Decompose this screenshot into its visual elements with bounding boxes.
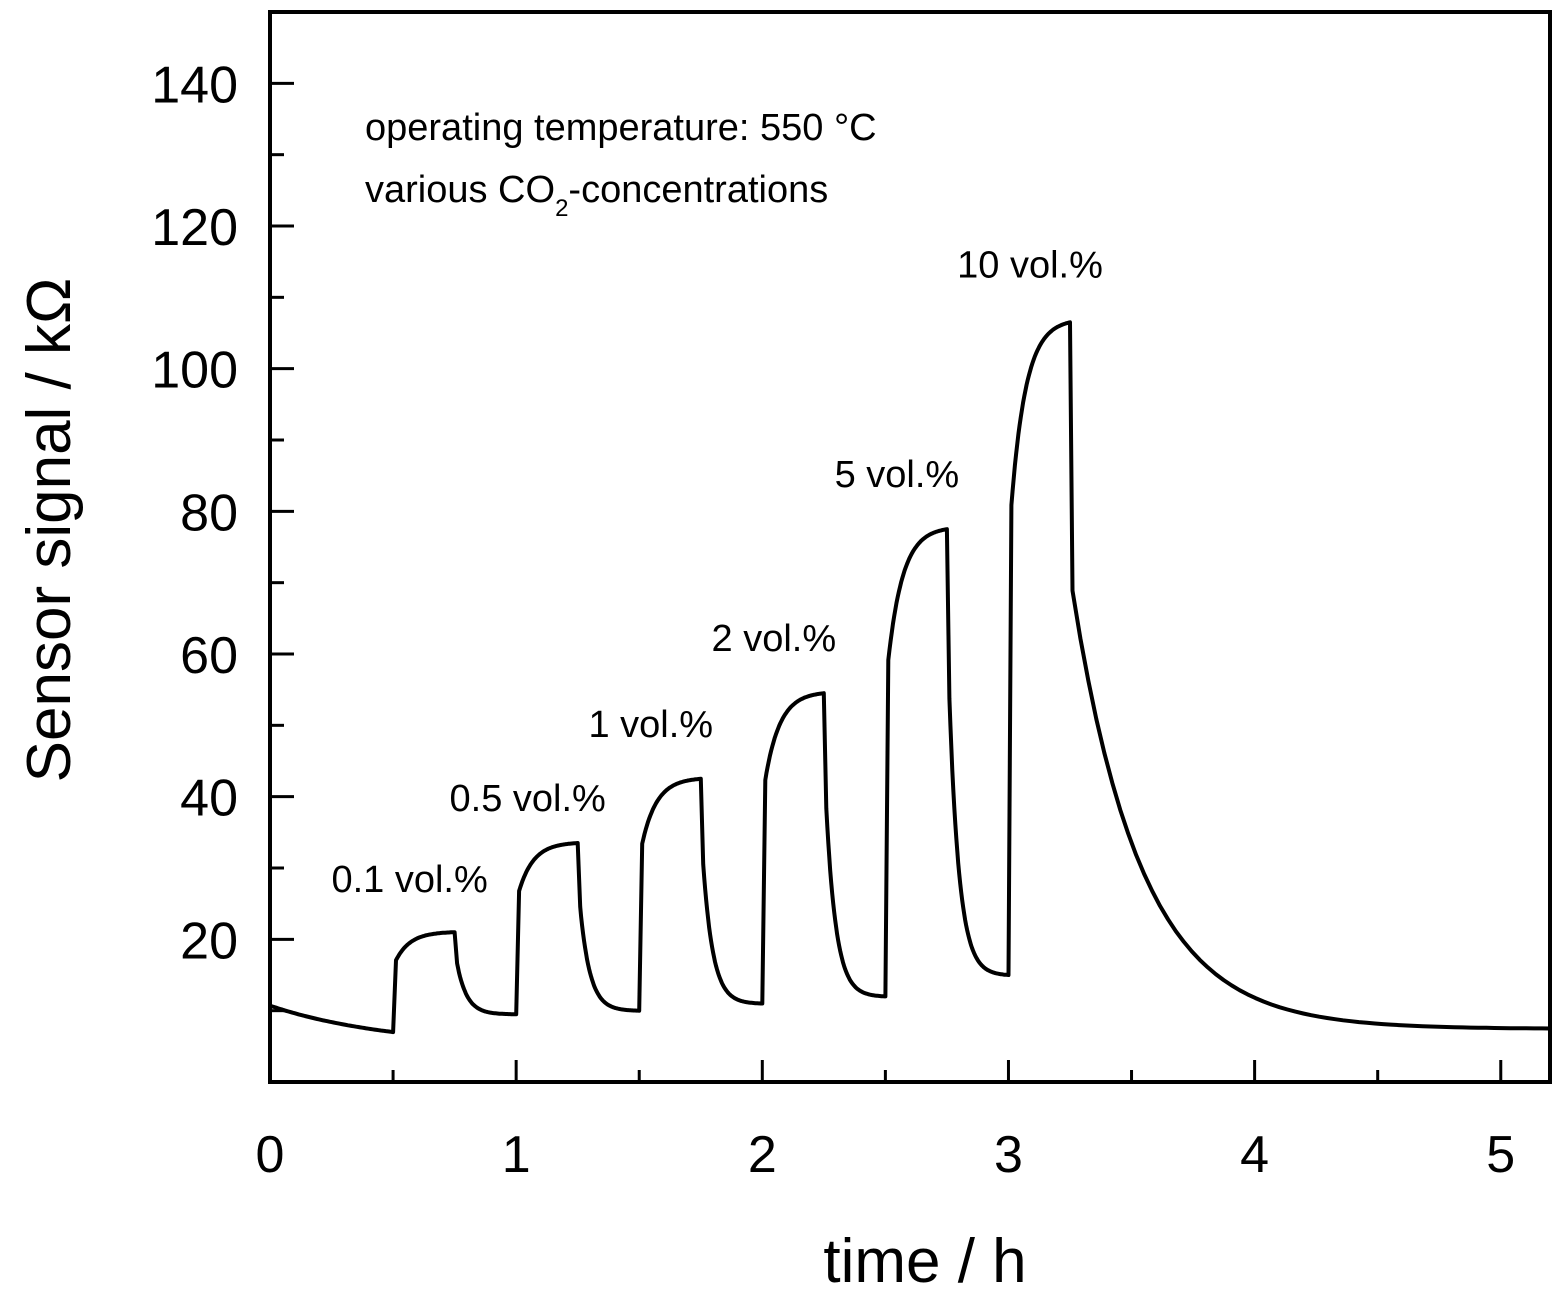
y-tick-labels: 20 40 60 80 100 120 140 xyxy=(151,56,238,970)
x-tick-label: 4 xyxy=(1240,1126,1269,1184)
peak-label: 0.5 vol.% xyxy=(450,778,606,820)
peak-label: 10 vol.% xyxy=(957,244,1103,286)
x-tick-label: 5 xyxy=(1486,1126,1515,1184)
x-tick-labels: 0 1 2 3 4 5 xyxy=(256,1126,1516,1184)
y-tick-label: 40 xyxy=(180,770,238,828)
axis-ticks xyxy=(268,81,1503,1082)
annotation-co2-subscript: 2 xyxy=(555,195,568,222)
peak-label: 2 vol.% xyxy=(712,618,837,660)
y-tick-label: 120 xyxy=(151,199,238,257)
peak-label: 5 vol.% xyxy=(835,454,960,496)
y-tick-label: 60 xyxy=(180,627,238,685)
plot-frame xyxy=(268,10,1552,1084)
y-tick-label: 80 xyxy=(180,484,238,542)
x-tick-label: 3 xyxy=(994,1126,1023,1184)
x-tick-label: 0 xyxy=(256,1126,285,1184)
x-tick-label: 1 xyxy=(502,1126,531,1184)
annotation-co2-concentrations: various CO2-concentrations xyxy=(365,169,828,222)
peak-label: 1 vol.% xyxy=(588,704,713,746)
sensor-signal-line xyxy=(269,320,1551,1035)
annotation-co2-prefix: various CO xyxy=(365,169,555,211)
peak-label: 0.1 vol.% xyxy=(331,859,487,901)
y-tick-label: 20 xyxy=(180,912,238,970)
annotation-operating-temperature: operating temperature: 550 °C xyxy=(365,107,877,149)
x-axis-title: time / h xyxy=(823,1227,1026,1293)
y-axis-title: Sensor signal / kΩ xyxy=(15,278,84,783)
peak-labels: 0.1 vol.% 0.5 vol.% 1 vol.% 2 vol.% 5 vol.% 1… xyxy=(331,244,1102,901)
annotation-co2-suffix: -concentrations xyxy=(568,169,828,211)
y-tick-label: 140 xyxy=(151,56,238,114)
y-tick-label: 100 xyxy=(151,342,238,400)
x-tick-label: 2 xyxy=(748,1126,777,1184)
